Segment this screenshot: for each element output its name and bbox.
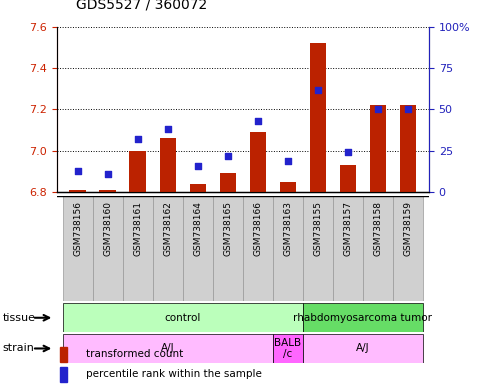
FancyBboxPatch shape (153, 196, 183, 301)
Bar (370, 105, 386, 192)
Bar (400, 105, 416, 192)
FancyBboxPatch shape (243, 196, 273, 301)
Bar (63, 334, 273, 363)
Point (164, 126, 172, 132)
Point (194, 162, 202, 169)
Text: GSM738156: GSM738156 (73, 201, 82, 256)
Text: BALB
/c: BALB /c (274, 338, 301, 359)
Text: GSM738160: GSM738160 (103, 201, 112, 256)
Point (134, 136, 141, 142)
Text: rhabdomyosarcoma tumor: rhabdomyosarcoma tumor (293, 313, 432, 323)
Bar (130, 151, 146, 192)
Text: tissue: tissue (2, 313, 35, 323)
Bar (61, 367, 68, 382)
Point (224, 152, 232, 159)
Text: GSM738165: GSM738165 (223, 201, 232, 256)
Bar (303, 303, 423, 332)
Point (254, 118, 262, 124)
Text: GSM738163: GSM738163 (283, 201, 292, 256)
Bar (100, 190, 116, 192)
FancyBboxPatch shape (63, 196, 93, 301)
Text: GSM738164: GSM738164 (193, 201, 202, 256)
Bar (249, 132, 266, 192)
Text: GSM738161: GSM738161 (133, 201, 142, 256)
FancyBboxPatch shape (273, 196, 303, 301)
Bar (310, 43, 326, 192)
Bar (189, 184, 206, 192)
Text: GSM738157: GSM738157 (343, 201, 352, 256)
Text: GSM738155: GSM738155 (314, 201, 322, 256)
Bar (63, 303, 303, 332)
Bar (219, 174, 236, 192)
Bar (280, 182, 296, 192)
FancyBboxPatch shape (213, 196, 243, 301)
Text: GSM738158: GSM738158 (373, 201, 383, 256)
Bar (303, 334, 423, 363)
Text: A/J: A/J (356, 343, 370, 354)
Point (284, 157, 292, 164)
Point (74, 167, 82, 174)
Text: GSM738159: GSM738159 (403, 201, 413, 256)
FancyBboxPatch shape (393, 196, 423, 301)
Point (404, 106, 412, 113)
Point (104, 171, 112, 177)
Text: GSM738166: GSM738166 (253, 201, 262, 256)
Text: control: control (165, 313, 201, 323)
Point (314, 86, 322, 93)
Text: GSM738162: GSM738162 (163, 201, 172, 256)
Text: transformed count: transformed count (86, 349, 184, 359)
Bar (61, 347, 68, 362)
Bar (70, 190, 86, 192)
Bar (273, 334, 303, 363)
Text: A/J: A/J (161, 343, 175, 354)
FancyBboxPatch shape (93, 196, 123, 301)
Bar (160, 138, 176, 192)
FancyBboxPatch shape (363, 196, 393, 301)
FancyBboxPatch shape (123, 196, 153, 301)
Text: strain: strain (2, 343, 35, 354)
Text: percentile rank within the sample: percentile rank within the sample (86, 369, 262, 379)
Point (344, 149, 352, 156)
Bar (340, 165, 356, 192)
Point (374, 106, 382, 113)
FancyBboxPatch shape (183, 196, 213, 301)
Text: GDS5527 / 360072: GDS5527 / 360072 (76, 0, 208, 12)
FancyBboxPatch shape (303, 196, 333, 301)
FancyBboxPatch shape (333, 196, 363, 301)
